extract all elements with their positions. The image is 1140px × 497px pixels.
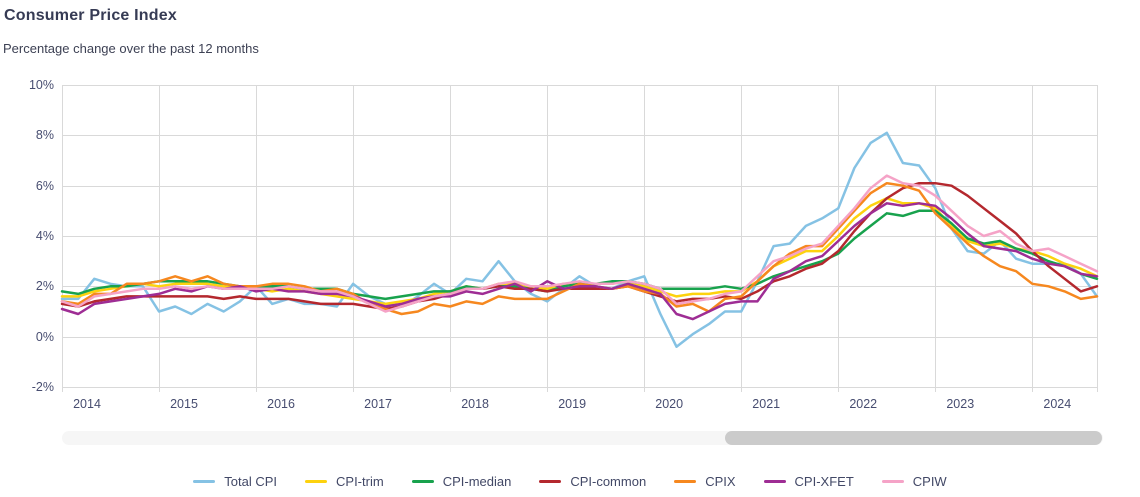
legend-label: CPIX bbox=[705, 473, 736, 489]
legend-swatch-cpi-trim bbox=[305, 479, 328, 483]
legend-label: CPI-common bbox=[570, 473, 647, 489]
y-axis-label: 10% bbox=[28, 78, 54, 92]
scrollbar-track[interactable] bbox=[62, 431, 1103, 445]
legend-swatch-cpix bbox=[674, 479, 697, 483]
legend-item-cpi-xfet[interactable]: CPI-XFET bbox=[763, 473, 854, 489]
x-axis-label: 2015 bbox=[170, 397, 198, 411]
x-axis-label: 2022 bbox=[849, 397, 878, 411]
page-title: Consumer Price Index bbox=[4, 7, 177, 24]
x-axis-label: 2017 bbox=[364, 397, 392, 411]
legend-item-total-cpi[interactable]: Total CPI bbox=[193, 474, 277, 489]
y-axis-label: 0% bbox=[35, 329, 54, 344]
y-axis-label: 8% bbox=[35, 128, 54, 143]
y-axis-label: 2% bbox=[35, 279, 54, 294]
x-axis-label: 2021 bbox=[752, 397, 781, 411]
legend-label: CPI-median bbox=[442, 473, 512, 489]
legend-label: Total CPI bbox=[224, 473, 278, 489]
gridlines bbox=[62, 85, 1098, 392]
legend-swatch-cpi-common bbox=[539, 479, 562, 483]
legend-swatch-cpi-xfet bbox=[763, 479, 786, 483]
legend-label: CPI-trim bbox=[336, 473, 384, 489]
x-axis-label: 2024 bbox=[1043, 397, 1072, 411]
x-axis-label: 2014 bbox=[73, 397, 101, 411]
legend-swatch-total-cpi bbox=[193, 479, 216, 483]
series-line-cpi-common bbox=[60, 181, 1099, 311]
x-axis-label: 2019 bbox=[558, 397, 587, 411]
x-axis-label: 2023 bbox=[946, 397, 975, 411]
legend-label: CPI-XFET bbox=[794, 473, 854, 489]
series-line-cpix bbox=[60, 181, 1099, 316]
y-axis-label: 6% bbox=[35, 178, 54, 193]
legend-item-cpix[interactable]: CPIX bbox=[674, 473, 736, 489]
chart-legend: Total CPI CPI-trim CPI-median CPI-common CPI… bbox=[0, 466, 1140, 496]
x-axis-label: 2018 bbox=[461, 397, 490, 411]
legend-item-cpi-common[interactable]: CPI-common bbox=[539, 474, 646, 489]
y-axis-label: 4% bbox=[35, 229, 54, 243]
x-axis-label: 2016 bbox=[267, 397, 295, 411]
legend-item-cpi-trim[interactable]: CPI-trim bbox=[305, 474, 384, 489]
y-axis-label: -2% bbox=[31, 380, 54, 394]
legend-label: CPIW bbox=[912, 473, 947, 489]
legend-swatch-cpi-median bbox=[411, 479, 434, 483]
series-line-cpi-xfet bbox=[60, 202, 1099, 321]
series-line-cpiw bbox=[60, 174, 1099, 313]
legend-item-cpiw[interactable]: CPIW bbox=[881, 473, 947, 489]
scrollbar-thumb[interactable] bbox=[725, 431, 1102, 445]
chart-subtitle: Percentage change over the past 12 month… bbox=[3, 41, 259, 56]
x-axis-label: 2020 bbox=[655, 397, 684, 411]
legend-swatch-cpiw bbox=[881, 479, 904, 483]
legend-item-cpi-median[interactable]: CPI-median bbox=[411, 473, 512, 489]
series-line-total-cpi bbox=[60, 131, 1099, 348]
